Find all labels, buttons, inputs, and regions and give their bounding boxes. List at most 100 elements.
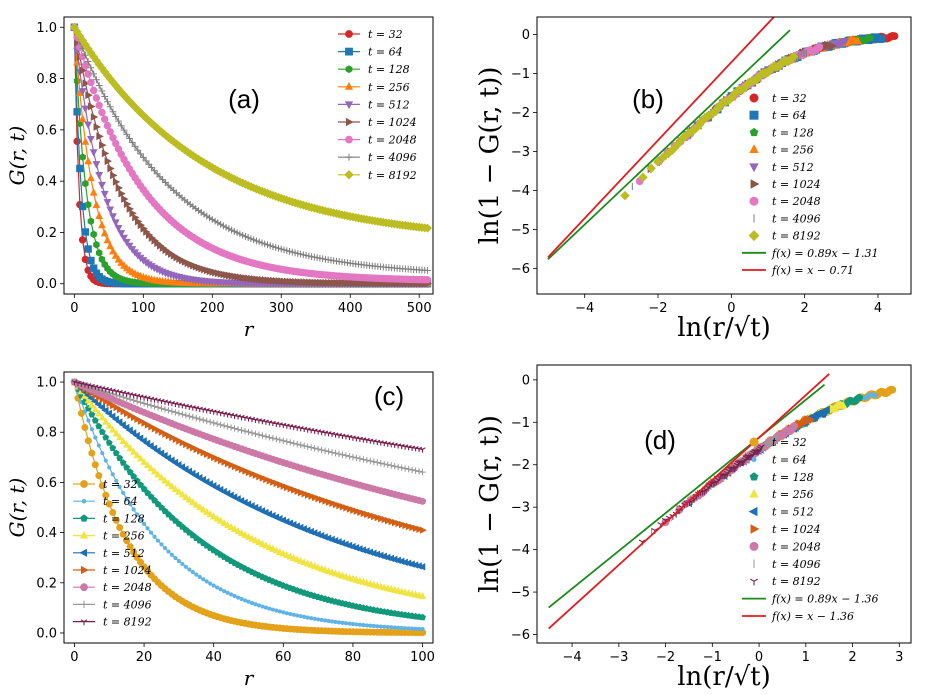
data-point: [276, 436, 284, 444]
data-point: [168, 408, 176, 415]
panel-a: 0 100 200 300 400 500 0.0 0.2 0.4 0.6 0.8 1.0 t = 32…: [5, 16, 434, 341]
data-point: [258, 539, 267, 547]
legend-label: t = 128: [368, 63, 410, 76]
legend-entry: t = 4096: [73, 598, 152, 611]
data-point: [220, 422, 228, 429]
y-tick-label: 1.0: [36, 21, 57, 36]
x-tick-label: 60: [275, 650, 292, 665]
legend-label: t = 8192: [368, 169, 417, 182]
y-tick-label: −5: [511, 586, 530, 601]
legend-entry: t = 8192: [748, 230, 821, 243]
data-point: [840, 38, 850, 46]
data-point: [388, 462, 395, 469]
legend-marker: [749, 144, 759, 154]
data-point: [82, 179, 89, 188]
data-point: [259, 474, 267, 482]
data-point: [131, 507, 136, 512]
legend-label: t = 1024: [772, 523, 821, 536]
data-point: [653, 156, 663, 167]
data-point: [375, 624, 380, 629]
data-point: [92, 200, 101, 209]
data-point: [262, 541, 270, 549]
data-point: [291, 612, 296, 617]
data-point: [79, 66, 88, 75]
series-64: [72, 379, 425, 632]
data-point: [418, 591, 427, 599]
data-point: [280, 437, 287, 444]
legend-marker: [749, 437, 759, 447]
data-point: [213, 514, 221, 522]
data-point: [284, 483, 292, 492]
legend-marker: [750, 179, 760, 189]
data-point: [231, 425, 238, 432]
legend-entry: t = 4096: [338, 151, 417, 164]
legend-label: t = 2048: [368, 134, 417, 147]
data-point: [126, 135, 133, 142]
data-point: [190, 444, 198, 452]
data-point: [115, 184, 124, 192]
legend-label: t = 1024: [772, 178, 821, 191]
legend-entry: t = 8192: [338, 169, 417, 182]
data-point: [90, 230, 97, 239]
legend-entry: t = 32: [749, 436, 807, 449]
data-point: [839, 400, 848, 409]
data-point: [336, 501, 344, 510]
legend-marker: [344, 82, 354, 90]
data-point: [103, 458, 108, 463]
data-point: [877, 34, 886, 43]
data-point: [165, 432, 173, 440]
data-point: [312, 616, 317, 621]
data-point: [88, 102, 96, 111]
x-tick-label: 2: [848, 650, 856, 665]
data-point: [114, 225, 123, 233]
data-point: [392, 625, 397, 630]
y-tick-label: −4: [511, 184, 530, 199]
plot-area: [70, 377, 427, 637]
data-point: [93, 123, 101, 131]
data-point: [110, 472, 115, 477]
data-point: [377, 460, 384, 467]
y-tick-label: −2: [511, 458, 530, 473]
data-point: [93, 76, 100, 84]
fit-line: [547, 29, 791, 260]
data-point: [151, 403, 158, 410]
legend-label: t = 4096: [368, 151, 417, 164]
data-point: [98, 87, 106, 95]
data-point: [158, 428, 166, 436]
data-point: [287, 485, 295, 493]
data-point: [409, 523, 417, 532]
data-point: [216, 516, 225, 524]
data-point: [84, 396, 93, 404]
data-point: [354, 622, 359, 627]
data-point: [171, 484, 180, 493]
legend-marker: [79, 530, 89, 539]
data-point: [140, 457, 148, 465]
data-point: [185, 495, 194, 503]
data-point: [175, 410, 183, 417]
data-point: [304, 491, 313, 499]
legend-marker: [80, 619, 88, 626]
x-tick-label: 80: [345, 650, 362, 665]
data-point: [101, 406, 109, 415]
series-256: [70, 377, 427, 599]
data-point: [118, 189, 126, 198]
series-128: [71, 378, 426, 621]
legend-entry: t = 1024: [73, 564, 152, 577]
legend-entry: t = 32: [73, 478, 138, 491]
data-point: [336, 620, 342, 625]
data-point: [311, 445, 318, 452]
data-point: [109, 425, 117, 433]
data-point: [126, 468, 134, 475]
data-point: [273, 479, 281, 488]
legend-marker: [749, 110, 759, 120]
data-point: [127, 411, 135, 420]
data-point: [133, 553, 141, 561]
data-point: [95, 211, 104, 219]
data-point: [367, 457, 374, 465]
data-point: [110, 171, 118, 180]
legend-entry: t = 1024: [750, 178, 821, 191]
data-point: [248, 429, 256, 437]
data-point: [263, 605, 268, 610]
data-point: [119, 530, 127, 538]
data-point: [189, 498, 197, 506]
